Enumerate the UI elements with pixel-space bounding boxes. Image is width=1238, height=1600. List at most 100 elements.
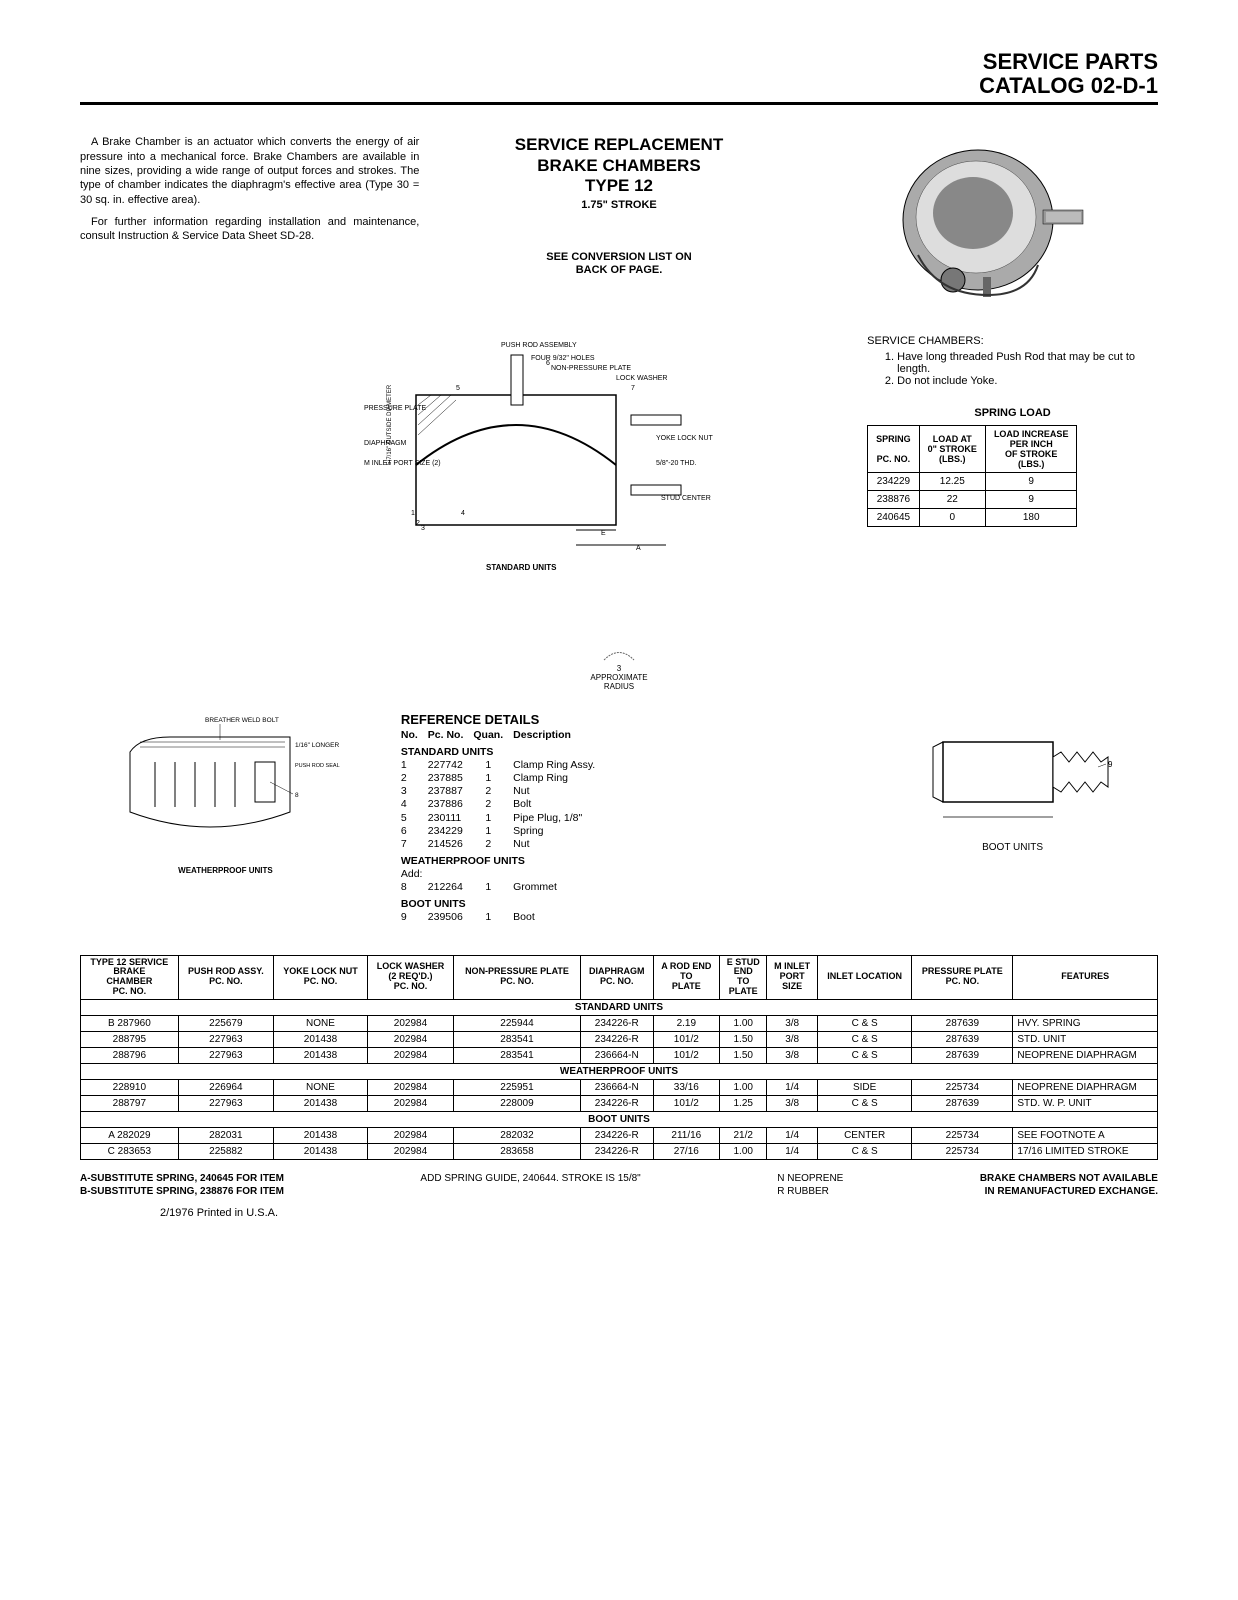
- spring-cell: 234229: [868, 473, 920, 491]
- ref-cell: Clamp Ring: [513, 772, 605, 785]
- main-cell: 202984: [367, 1048, 453, 1064]
- header-rule: [80, 102, 1158, 105]
- spring-cell: 240645: [868, 509, 920, 527]
- main-cell: NONE: [274, 1080, 368, 1096]
- svg-text:PUSH ROD SEAL 225804 — IS INCL: PUSH ROD SEAL 225804 — IS INCLUDED IN WE…: [295, 763, 340, 769]
- ref-cell: 6: [401, 825, 428, 838]
- main-cell: 201438: [274, 1032, 368, 1048]
- spring-cell: 22: [919, 491, 985, 509]
- svg-text:YOKE LOCK NUT: YOKE LOCK NUT: [656, 435, 714, 442]
- ref-table: No. Pc. No. Quan. Description STANDARD U…: [401, 729, 605, 925]
- main-cell: 236664-N: [580, 1080, 653, 1096]
- spring-h2: LOAD AT0" STROKE(LBS.): [919, 426, 985, 473]
- main-cell: 202984: [367, 1128, 453, 1144]
- main-cell: 287639: [912, 1096, 1013, 1112]
- main-cell: NEOPRENE DIAPHRAGM: [1013, 1048, 1158, 1064]
- main-cell: 234226-R: [580, 1096, 653, 1112]
- main-cell: 211/16: [653, 1128, 720, 1144]
- main-cell: 234226-R: [580, 1016, 653, 1032]
- main-cell: 227963: [178, 1096, 273, 1112]
- main-cell: 288797: [81, 1096, 179, 1112]
- main-cell: 283541: [454, 1032, 581, 1048]
- svg-text:2: 2: [416, 520, 420, 527]
- main-cell: 287639: [912, 1048, 1013, 1064]
- ref-cell: 1: [473, 825, 513, 838]
- main-cell: 287639: [912, 1016, 1013, 1032]
- main-cell: 17/16 LIMITED STROKE: [1013, 1144, 1158, 1160]
- main-cell: 1/4: [767, 1080, 818, 1096]
- main-cell: 3/8: [767, 1032, 818, 1048]
- ref-cell: 239506: [428, 911, 474, 924]
- main-header: PUSH ROD ASSY.PC. NO.: [178, 955, 273, 1000]
- footnote-nr: N NEOPRENE R RUBBER: [777, 1172, 843, 1220]
- main-cell: 288796: [81, 1048, 179, 1064]
- main-cell: 101/2: [653, 1096, 720, 1112]
- main-cell: STD. W. P. UNIT: [1013, 1096, 1158, 1112]
- svg-text:NON-PRESSURE PLATE: NON-PRESSURE PLATE: [551, 365, 631, 372]
- header-line2: CATALOG 02-D-1: [80, 74, 1158, 98]
- main-cell: 226964: [178, 1080, 273, 1096]
- main-cell: 287639: [912, 1032, 1013, 1048]
- main-cell: 202984: [367, 1096, 453, 1112]
- main-cell: 3/8: [767, 1096, 818, 1112]
- ref-cell: 1: [473, 772, 513, 785]
- spring-load-table: SPRINGPC. NO. LOAD AT0" STROKE(LBS.) LOA…: [867, 425, 1077, 527]
- spring-cell: 0: [919, 509, 985, 527]
- spring-cell: 180: [985, 509, 1077, 527]
- main-cell: 1.50: [720, 1032, 767, 1048]
- main-cell: 202984: [367, 1080, 453, 1096]
- ref-cell: 3: [401, 785, 428, 798]
- main-header: A ROD ENDTOPLATE: [653, 955, 720, 1000]
- svg-text:7: 7: [631, 385, 635, 392]
- ref-cell: 5: [401, 812, 428, 825]
- intro-p1: A Brake Chamber is an actuator which con…: [80, 135, 419, 206]
- ref-cell: 1: [401, 759, 428, 772]
- ref-cell: 1: [473, 911, 513, 924]
- main-header: FEATURES: [1013, 955, 1158, 1000]
- section-label: STANDARD UNITS: [81, 1000, 1158, 1016]
- main-cell: STD. UNIT: [1013, 1032, 1158, 1048]
- main-header: LOCK WASHER (2 REQ'D.)PC. NO.: [367, 955, 453, 1000]
- boot-diagram: 9 BOOT UNITS: [867, 712, 1158, 853]
- main-cell: 234226-R: [580, 1128, 653, 1144]
- title-block: SERVICE REPLACEMENT BRAKE CHAMBERS TYPE …: [449, 135, 788, 315]
- main-cell: 1.00: [720, 1016, 767, 1032]
- mid-row: PUSH ROD ASSEMBLY FOUR 9/32" HOLES NON-P…: [80, 335, 1158, 615]
- ref-cell: 234229: [428, 825, 474, 838]
- header-line1: SERVICE PARTS: [80, 50, 1158, 74]
- main-cell: 1.00: [720, 1144, 767, 1160]
- product-photo: [819, 135, 1158, 315]
- cross-section-diagram: PUSH ROD ASSEMBLY FOUR 9/32" HOLES NON-P…: [255, 335, 837, 615]
- service-chambers-list: Have long threaded Push Rod that may be …: [897, 351, 1158, 387]
- svg-text:PRESSURE PLATE: PRESSURE PLATE: [364, 405, 426, 412]
- svg-text:1: 1: [411, 510, 415, 517]
- reference-details: REFERENCE DETAILS No. Pc. No. Quan. Desc…: [401, 712, 837, 925]
- main-cell: CENTER: [817, 1128, 911, 1144]
- main-cell: HVY. SPRING: [1013, 1016, 1158, 1032]
- svg-text:8: 8: [295, 792, 299, 799]
- main-cell: 283541: [454, 1048, 581, 1064]
- main-cell: 225734: [912, 1128, 1013, 1144]
- main-cell: 227963: [178, 1048, 273, 1064]
- spring-cell: 9: [985, 491, 1077, 509]
- svg-text:1/16" LONGER THAN "E": 1/16" LONGER THAN "E": [295, 742, 340, 749]
- ref-cell: 237886: [428, 798, 474, 811]
- main-cell: C & S: [817, 1144, 911, 1160]
- reference-row: BREATHER WELD BOLT 1/16" LONGER THAN "E"…: [80, 712, 1158, 925]
- main-header: DIAPHRAGMPC. NO.: [580, 955, 653, 1000]
- sc-item-2: Do not include Yoke.: [897, 375, 1158, 387]
- footnotes: A-SUBSTITUTE SPRING, 240645 FOR ITEM B-S…: [80, 1172, 1158, 1220]
- main-cell: 225882: [178, 1144, 273, 1160]
- main-cell: 225734: [912, 1144, 1013, 1160]
- main-cell: 201438: [274, 1128, 368, 1144]
- title-line1: SERVICE REPLACEMENT: [449, 135, 788, 155]
- main-cell: 225679: [178, 1016, 273, 1032]
- ref-cell: 1: [473, 812, 513, 825]
- boot-caption: BOOT UNITS: [982, 842, 1043, 853]
- spring-cell: 12.25: [919, 473, 985, 491]
- ref-cell: 2: [473, 785, 513, 798]
- main-header: TYPE 12 SERVICEBRAKECHAMBERPC. NO.: [81, 955, 179, 1000]
- main-cell: 282032: [454, 1128, 581, 1144]
- intro-text: A Brake Chamber is an actuator which con…: [80, 135, 419, 315]
- svg-text:PUSH ROD ASSEMBLY: PUSH ROD ASSEMBLY: [501, 342, 577, 349]
